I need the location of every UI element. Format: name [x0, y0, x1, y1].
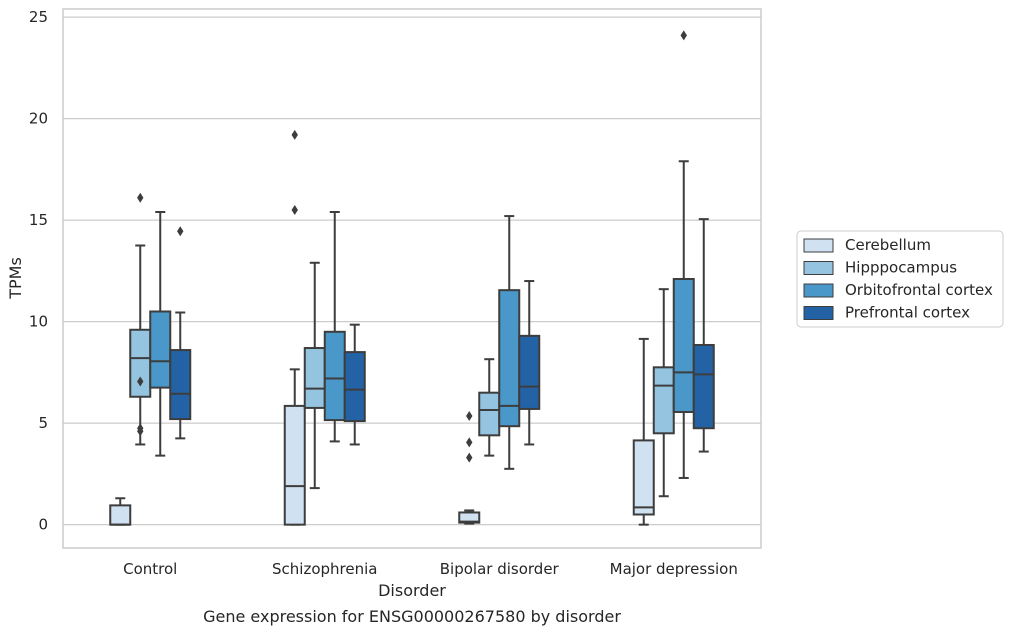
grid-lines — [63, 16, 761, 526]
outlier-point — [466, 452, 473, 463]
y-tick-label: 25 — [29, 8, 48, 26]
plot-area-frame — [62, 8, 762, 549]
box-cerebellum — [632, 337, 655, 526]
box-orbitofrontal-cortex — [672, 30, 695, 479]
outlier-point — [137, 426, 144, 437]
x-tick-label: Control — [123, 560, 177, 578]
box-cerebellum — [109, 497, 132, 526]
x-axis-label: Disorder — [378, 581, 446, 600]
box-hipppocampus — [129, 192, 152, 446]
legend-label: Hipppocampus — [845, 259, 957, 277]
box-iqr — [129, 328, 152, 398]
outlier-point — [291, 129, 298, 140]
box-orbitofrontal-cortex — [149, 211, 172, 457]
box-iqr — [632, 439, 655, 516]
boxes-layer — [109, 30, 715, 526]
x-tick-label: Schizophrenia — [272, 560, 377, 578]
box-prefrontal-cortex — [518, 280, 541, 446]
outlier-point — [466, 437, 473, 448]
box-cerebellum — [458, 411, 481, 525]
box-iqr — [149, 310, 172, 389]
box-prefrontal-cortex — [343, 323, 366, 446]
box-iqr — [692, 343, 715, 430]
y-tick-label: 15 — [29, 211, 48, 229]
outlier-point — [466, 411, 473, 422]
box-iqr — [169, 349, 192, 421]
legend-label: Cerebellum — [845, 236, 931, 254]
box-iqr — [478, 391, 501, 437]
y-tick-labels: 0 5 10 15 20 25 — [29, 8, 48, 534]
box-hipppocampus — [478, 358, 501, 457]
chart-title: Gene expression for ENSG00000267580 by d… — [203, 607, 621, 626]
legend-swatch — [803, 306, 834, 320]
box-prefrontal-cortex — [169, 226, 192, 440]
legend-swatch — [803, 238, 834, 253]
box-orbitofrontal-cortex — [498, 215, 521, 470]
legend-label: Prefrontal cortex — [845, 304, 970, 322]
legend-frame — [796, 230, 1004, 328]
box-iqr — [323, 330, 346, 422]
x-tick-label: Bipolar disorder — [440, 560, 560, 578]
box-orbitofrontal-cortex — [323, 211, 346, 443]
box-iqr — [458, 511, 481, 524]
y-axis-label: TPMs — [6, 257, 25, 300]
x-tick-label: Major depression — [610, 560, 738, 578]
box-iqr — [672, 278, 695, 413]
legend-swatch — [803, 283, 834, 298]
y-tick-label: 20 — [29, 110, 48, 128]
legend-label: Orbitofrontal cortex — [845, 281, 993, 299]
x-tick-labels: Control Schizophrenia Bipolar disorder Majo… — [123, 560, 738, 578]
box-hipppocampus — [652, 288, 675, 498]
outlier-point — [177, 226, 184, 237]
outlier-point — [680, 30, 687, 41]
box-iqr — [303, 347, 326, 409]
legend: Cerebellum Hipppocampus Orbitofrontal cort… — [796, 230, 1004, 328]
outlier-point — [291, 204, 298, 215]
box-hipppocampus — [303, 261, 326, 490]
y-tick-label: 5 — [38, 414, 48, 432]
box-cerebellum — [283, 129, 306, 526]
box-iqr — [109, 504, 132, 526]
box-prefrontal-cortex — [692, 218, 715, 453]
box-iqr — [283, 404, 306, 526]
outlier-point — [137, 192, 144, 203]
box-iqr — [518, 334, 541, 410]
legend-swatch — [803, 261, 834, 275]
box-iqr — [652, 366, 675, 435]
y-tick-label: 10 — [29, 313, 48, 331]
outlier-point — [137, 376, 144, 387]
box-iqr — [343, 351, 366, 423]
y-tick-label: 0 — [38, 516, 48, 534]
